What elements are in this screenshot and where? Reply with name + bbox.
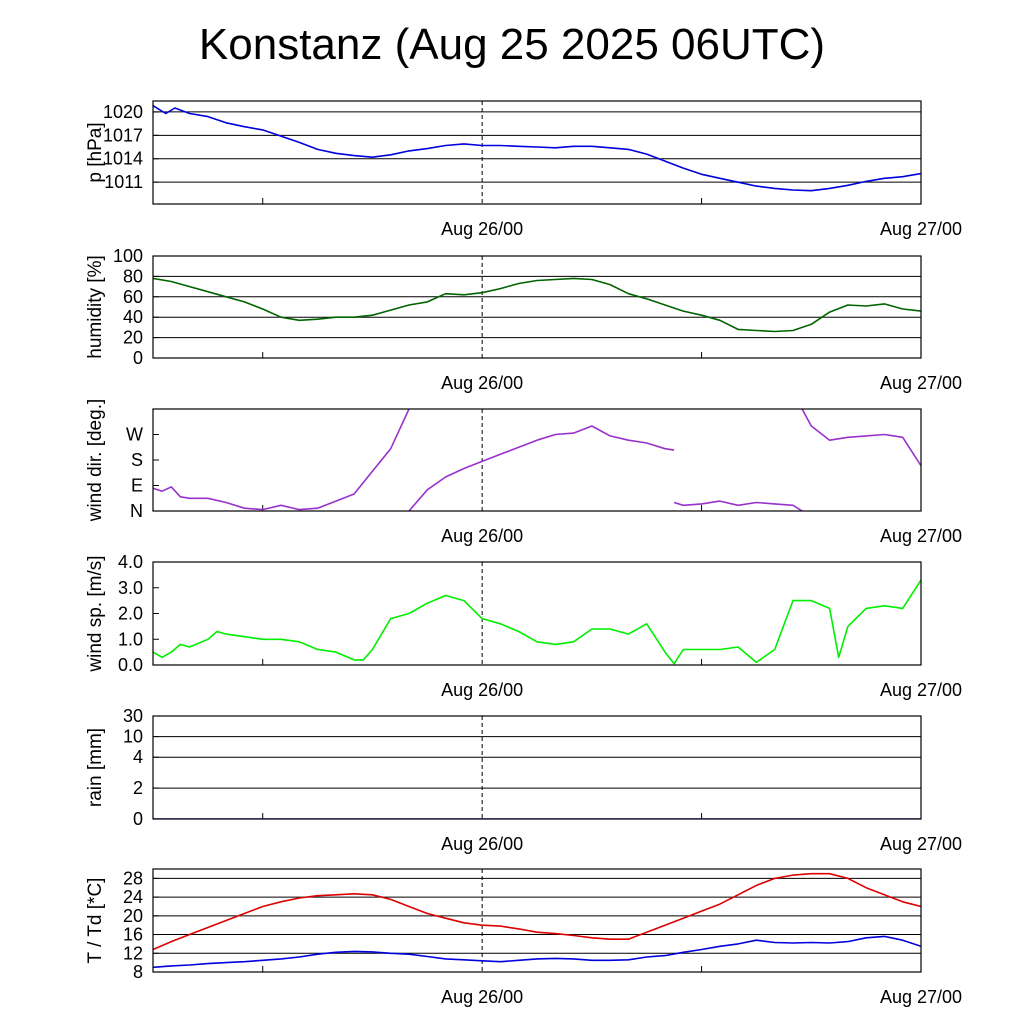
xtick-label-wind_speed-0: Aug 26/00: [441, 680, 523, 700]
ytick-label-rain-2: 4: [133, 747, 143, 767]
ylabel-rain: rain [mm]: [85, 728, 106, 807]
ytick-label-pressure-0: 1011: [104, 172, 143, 192]
frame-wind_speed: [152, 561, 922, 666]
ytick-label-rain-4: 30: [123, 706, 143, 726]
frame-wind_dir: [152, 408, 922, 512]
ytick-label-humidity-1: 20: [123, 328, 143, 348]
ytick-label-rain-1: 2: [133, 778, 143, 798]
xtick-label-rain-1: Aug 27/00: [880, 834, 962, 854]
frame-humidity: [152, 255, 922, 359]
frame-temperature: [152, 868, 922, 973]
xtick-label-temperature-0: Aug 26/00: [441, 987, 523, 1007]
ytick-label-pressure-2: 1017: [103, 125, 143, 145]
xtick-label-wind_dir-0: Aug 26/00: [441, 526, 523, 546]
xtick-label-humidity-0: Aug 26/00: [441, 373, 523, 393]
xtick-label-wind_dir-1: Aug 27/00: [880, 526, 962, 546]
ytick-label-rain-0: 0: [133, 809, 143, 829]
series-wind_dir-1: [408, 425, 675, 511]
ytick-label-humidity-4: 80: [123, 266, 143, 286]
ytick-label-temperature-1: 12: [123, 943, 143, 963]
ytick-label-humidity-5: 100: [113, 246, 143, 266]
ytick-label-wind_speed-0: 0.0: [118, 655, 143, 675]
series-humidity-0: [153, 277, 921, 333]
ytick-label-humidity-3: 60: [123, 287, 143, 307]
ytick-label-pressure-1: 1014: [103, 149, 143, 169]
ytick-label-wind_speed-2: 2.0: [118, 604, 143, 624]
series-wind_dir-3: [801, 409, 921, 467]
series-wind_dir-2: [673, 500, 803, 511]
ytick-label-wind_speed-4: 4.0: [118, 552, 143, 572]
xtick-label-rain-0: Aug 26/00: [441, 834, 523, 854]
ytick-label-wind_dir-3: W: [126, 425, 143, 445]
ytick-label-wind_dir-2: S: [131, 450, 143, 470]
series-temperature-0: [153, 872, 921, 951]
ytick-label-temperature-5: 28: [123, 868, 143, 888]
frame-pressure: [152, 100, 922, 205]
ytick-label-wind_dir-1: E: [131, 476, 143, 496]
ytick-label-rain-3: 10: [123, 727, 143, 747]
series-pressure-0: [153, 105, 921, 192]
series-wind_speed-0: [153, 579, 921, 665]
ylabel-wind_dir: wind dir. [deg.]: [85, 399, 106, 523]
ylabel-wind_speed: wind sp. [m/s]: [85, 555, 106, 672]
series-temperature-1: [153, 935, 921, 969]
ylabel-pressure: p [hPa]: [85, 122, 106, 182]
ytick-label-wind_speed-1: 1.0: [118, 629, 143, 649]
xtick-label-pressure-1: Aug 27/00: [880, 219, 962, 239]
ytick-label-temperature-2: 16: [123, 925, 143, 945]
ylabel-temperature: T / Td [*C]: [85, 878, 106, 964]
ylabel-humidity: humidity [%]: [85, 255, 106, 358]
xtick-label-wind_speed-1: Aug 27/00: [880, 680, 962, 700]
ytick-label-temperature-4: 24: [123, 887, 143, 907]
ytick-label-temperature-0: 8: [133, 962, 143, 982]
xtick-label-pressure-0: Aug 26/00: [441, 219, 523, 239]
ytick-label-wind_dir-0: N: [130, 501, 143, 521]
frame-rain: [152, 715, 922, 820]
ytick-label-humidity-0: 0: [133, 348, 143, 368]
ytick-label-pressure-3: 1020: [103, 102, 143, 122]
xtick-label-temperature-1: Aug 27/00: [880, 987, 962, 1007]
series-wind_dir-0: [153, 409, 410, 511]
ytick-label-wind_speed-3: 3.0: [118, 578, 143, 598]
xtick-label-humidity-1: Aug 27/00: [880, 373, 962, 393]
ytick-label-humidity-2: 40: [123, 307, 143, 327]
ytick-label-temperature-3: 20: [123, 906, 143, 926]
chart-title: Konstanz (Aug 25 2025 06UTC): [198, 20, 826, 69]
